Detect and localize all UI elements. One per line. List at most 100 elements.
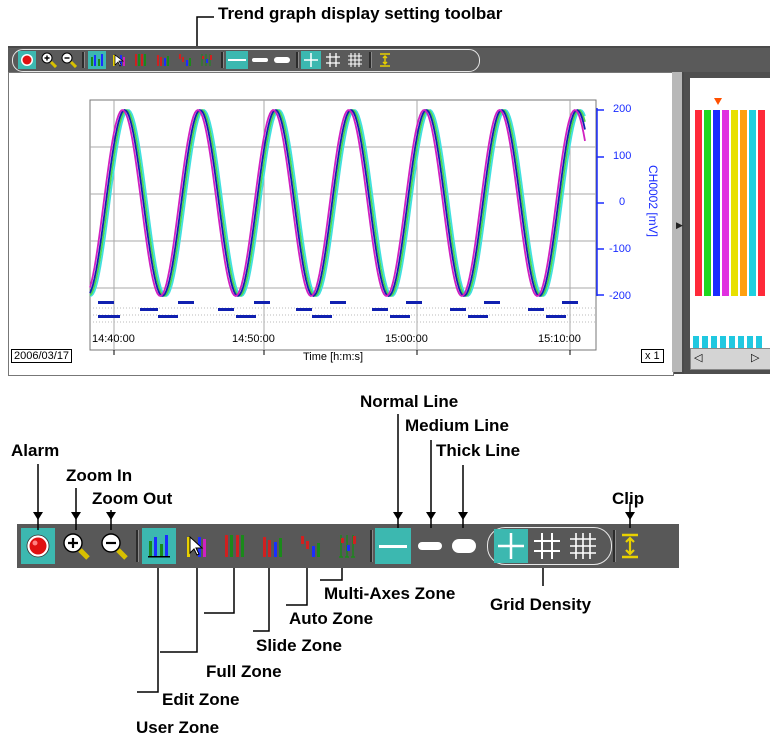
thick-line-button[interactable] [447, 528, 481, 564]
clip-icon [380, 53, 390, 67]
top-normal-line-button[interactable] [226, 51, 248, 69]
digital-bar [372, 308, 388, 311]
callout-leaders [33, 414, 635, 693]
digital-bar [330, 301, 346, 304]
zoom-out-callout: Zoom Out [92, 489, 173, 508]
thick-line-icon [274, 57, 290, 63]
normal-line-button[interactable] [375, 528, 411, 564]
separator-2 [370, 530, 373, 562]
zoom-out-icon [101, 533, 128, 560]
splitter[interactable] [672, 72, 682, 372]
top-multi-axes-zone-button[interactable] [198, 51, 216, 69]
top-user-zone-button[interactable] [88, 51, 106, 69]
zoom-out-button[interactable] [97, 528, 131, 564]
digital-bar [98, 301, 114, 304]
full-zone-icon [225, 535, 244, 557]
top-grid-coarse-button[interactable] [301, 51, 321, 69]
scroll-left-icon[interactable]: ◁ [694, 352, 703, 364]
user-zone-button[interactable] [142, 528, 176, 564]
toolbar-title-callout: Trend graph display setting toolbar [218, 4, 503, 23]
top-thick-line-button[interactable] [272, 51, 292, 69]
top-grid-fine-button[interactable] [345, 51, 365, 69]
x-tick-2: 14:50:00 [232, 333, 275, 345]
grid-fine-button[interactable] [566, 529, 600, 563]
medium-line-icon [418, 542, 442, 550]
top-zoom-out-button[interactable] [60, 51, 78, 69]
digital-bar [296, 308, 312, 311]
user-zone-callout: User Zone [136, 718, 220, 737]
digital-bar [98, 315, 120, 318]
slide-zone-button[interactable] [256, 528, 290, 564]
full-zone-callout: Full Zone [206, 662, 282, 681]
grid-medium-icon [326, 53, 340, 67]
top-separator-2 [221, 52, 224, 68]
slide-zone-icon [157, 55, 169, 66]
trend-trace-2 [89, 108, 586, 298]
y-tick-neg100: -100 [609, 243, 632, 255]
separator-3 [613, 530, 616, 562]
grid-density-group-outline [487, 527, 612, 565]
x-tick-3: 15:00:00 [385, 333, 428, 345]
edit-zone-button[interactable] [180, 528, 214, 564]
normal-line-callout: Normal Line [360, 392, 459, 411]
zoom-in-icon [41, 52, 57, 68]
edit-zone-callout: Edit Zone [162, 690, 240, 709]
top-medium-line-button[interactable] [250, 51, 270, 69]
top-full-zone-button[interactable] [132, 51, 150, 69]
digital-bar [312, 315, 332, 318]
scroll-right-icon[interactable]: ▷ [751, 352, 760, 364]
zoom-out-icon [61, 52, 77, 68]
top-zoom-in-button[interactable] [40, 51, 58, 69]
normal-line-icon [379, 545, 407, 548]
x-tick-4: 15:10:00 [538, 333, 581, 345]
medium-line-button[interactable] [413, 528, 447, 564]
grid-coarse-icon [304, 53, 318, 67]
alarm-icon [26, 534, 50, 558]
grid-medium-button[interactable] [530, 529, 564, 563]
normal-line-icon [228, 59, 246, 61]
grid-fine-icon [348, 53, 362, 67]
clip-button[interactable] [617, 528, 643, 564]
multi-axes-zone-icon [339, 535, 356, 558]
alarm-button[interactable] [21, 528, 55, 564]
y-tick-neg200: -200 [609, 290, 632, 302]
top-clip-button[interactable] [376, 51, 394, 69]
thick-line-callout: Thick Line [436, 441, 521, 460]
alarm-icon [21, 54, 33, 66]
zoom-in-icon [63, 533, 90, 560]
multi-axes-zone-icon [201, 54, 212, 66]
digital-bar [236, 315, 256, 318]
top-grid-medium-button[interactable] [323, 51, 343, 69]
digital-bar [468, 315, 488, 318]
user-zone-icon [148, 535, 170, 558]
top-separator [82, 52, 85, 68]
digital-bar [484, 301, 500, 304]
splitter-arrow-icon[interactable]: ▶ [676, 220, 683, 230]
auto-zone-button[interactable] [294, 528, 328, 564]
grid-coarse-button[interactable] [494, 529, 528, 563]
separator [136, 530, 139, 562]
digital-bar [390, 315, 410, 318]
medium-line-callout: Medium Line [405, 416, 509, 435]
zoom-in-button[interactable] [59, 528, 93, 564]
full-zone-button[interactable] [218, 528, 252, 564]
grid-coarse-icon [498, 533, 524, 559]
medium-line-icon [252, 58, 268, 62]
thick-line-icon [452, 539, 476, 553]
multi-axes-zone-button[interactable] [332, 528, 366, 564]
digital-bar [406, 301, 422, 304]
slide-zone-icon [263, 537, 282, 557]
multi-axes-zone-callout: Multi-Axes Zone [324, 584, 456, 603]
channel-scrollbar[interactable]: ◁ ▷ [690, 348, 770, 370]
top-edit-zone-button[interactable] [110, 51, 128, 69]
grid-density-callout: Grid Density [490, 595, 592, 614]
grid-medium-icon [534, 533, 560, 559]
alarm-callout: Alarm [11, 441, 60, 460]
magnification-box[interactable]: x 1 [641, 349, 664, 363]
top-alarm-button[interactable] [18, 51, 36, 69]
top-auto-zone-button[interactable] [176, 51, 194, 69]
top-slide-zone-button[interactable] [154, 51, 172, 69]
auto-zone-callout: Auto Zone [289, 609, 374, 628]
digital-bar [178, 301, 194, 304]
digital-bar [254, 301, 270, 304]
